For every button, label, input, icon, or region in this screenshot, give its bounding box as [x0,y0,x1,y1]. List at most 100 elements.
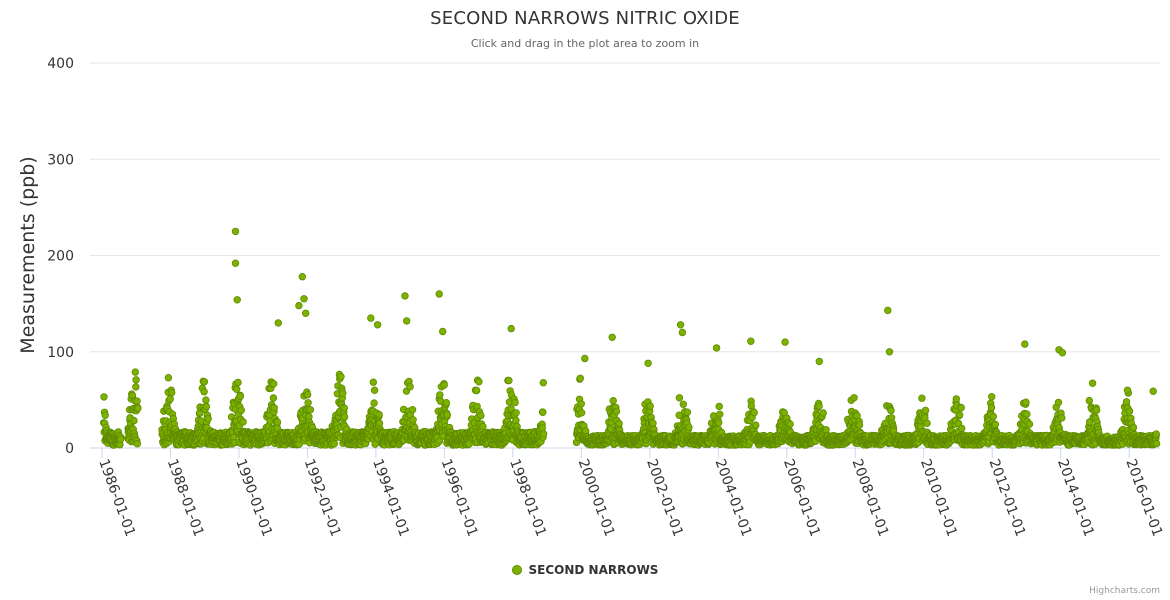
data-point[interactable] [815,357,823,366]
data-point[interactable] [987,403,996,412]
data-point[interactable] [375,410,383,419]
data-point[interactable] [1058,414,1066,422]
data-point[interactable] [609,397,617,405]
data-point[interactable] [957,404,965,412]
credits-link[interactable]: Highcharts.com [1089,586,1160,596]
data-point[interactable] [752,421,760,429]
data-point[interactable] [406,383,414,391]
data-point[interactable] [273,418,282,426]
data-point[interactable] [166,395,174,403]
data-point[interactable] [132,383,140,391]
data-point[interactable] [712,344,721,352]
data-point[interactable] [233,296,241,304]
data-point[interactable] [539,430,548,438]
data-point[interactable] [581,354,589,363]
data-point[interactable] [679,400,687,408]
data-point[interactable] [512,409,520,417]
data-point[interactable] [367,314,375,322]
data-point[interactable] [232,385,241,393]
legend-item-second-narrows[interactable]: SECOND NARROWS [511,563,658,577]
data-point[interactable] [300,295,308,303]
data-point[interactable] [440,381,448,389]
data-point[interactable] [577,409,586,417]
data-point[interactable] [884,306,892,315]
data-point[interactable] [815,402,823,410]
data-point[interactable] [819,409,827,417]
data-point[interactable] [1149,387,1157,395]
data-point[interactable] [952,395,960,403]
data-point[interactable] [1122,398,1131,406]
data-point[interactable] [202,402,211,411]
data-point[interactable] [608,333,616,341]
data-point[interactable] [443,411,451,419]
data-point[interactable] [239,418,247,426]
data-point[interactable] [855,421,864,429]
data-point[interactable] [1152,439,1161,448]
data-point[interactable] [131,368,139,376]
data-point[interactable] [303,391,312,399]
data-point[interactable] [231,227,240,236]
data-point[interactable] [442,399,450,407]
data-point[interactable] [918,394,926,402]
data-point[interactable] [887,406,895,415]
data-point[interactable] [200,388,208,396]
data-point[interactable] [576,374,584,382]
data-point[interactable] [1125,407,1134,415]
data-point[interactable] [269,394,278,402]
data-point[interactable] [270,380,278,388]
data-point[interactable] [330,440,338,448]
data-point[interactable] [676,321,685,329]
data-point[interactable] [615,419,623,428]
data-point[interactable] [134,404,142,412]
data-point[interactable] [403,317,411,325]
data-point[interactable] [116,435,125,443]
data-point[interactable] [850,394,858,402]
data-point[interactable] [715,419,723,427]
data-point[interactable] [1088,379,1097,387]
data-point[interactable] [298,273,306,281]
data-point[interactable] [133,397,141,405]
data-point[interactable] [340,413,349,421]
data-point[interactable] [133,440,141,448]
data-point[interactable] [923,419,931,427]
data-point[interactable] [781,338,789,346]
data-point[interactable] [340,404,348,412]
data-point[interactable] [435,437,444,445]
data-point[interactable] [409,416,417,424]
data-point[interactable] [436,391,444,399]
data-point[interactable] [988,393,996,401]
data-point[interactable] [1022,398,1030,406]
data-point[interactable] [202,396,210,404]
data-point[interactable] [439,327,447,336]
data-point[interactable] [373,321,382,329]
data-point[interactable] [130,416,138,425]
data-point[interactable] [505,376,513,385]
data-point[interactable] [237,406,245,414]
data-point[interactable] [304,399,312,407]
data-point[interactable] [1123,386,1132,394]
data-point[interactable] [337,373,345,381]
data-point[interactable] [577,400,585,408]
data-point[interactable] [539,379,547,387]
data-point[interactable] [1129,423,1138,432]
data-point[interactable] [539,408,547,416]
data-point[interactable] [1023,410,1031,418]
data-point[interactable] [921,406,930,415]
data-point[interactable] [408,406,417,414]
data-point[interactable] [1025,420,1034,428]
data-point[interactable] [958,424,966,433]
data-point[interactable] [234,378,242,387]
data-point[interactable] [1054,398,1063,407]
data-point[interactable] [274,319,282,327]
data-point[interactable] [401,292,409,300]
data-point[interactable] [370,386,379,394]
data-point[interactable] [475,378,483,386]
data-point[interactable] [472,386,481,395]
data-point[interactable] [683,408,692,416]
data-point[interactable] [1092,406,1101,414]
data-point[interactable] [989,412,997,421]
data-point[interactable] [646,402,654,410]
data-point[interactable] [685,423,693,431]
series-second-narrows[interactable] [99,227,1161,449]
